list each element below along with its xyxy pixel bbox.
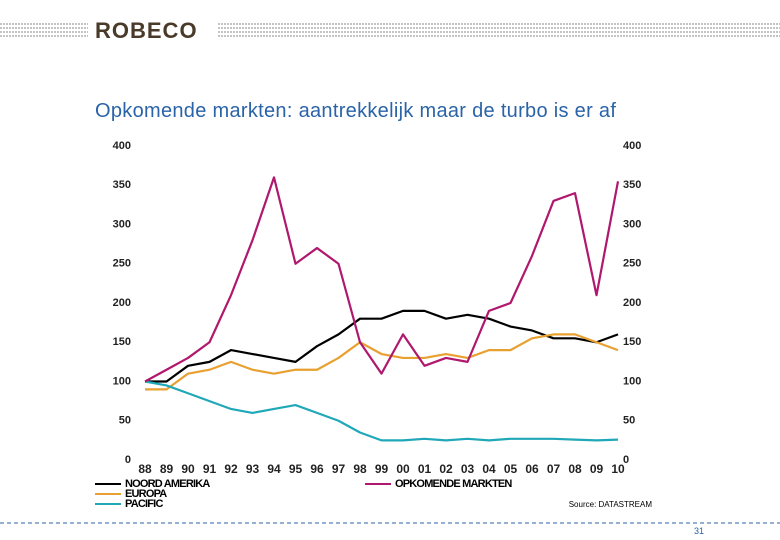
x-tick-label: 88 [138, 462, 152, 476]
logo: ROBECO [95, 18, 198, 43]
y-tick-label: 250 [113, 258, 131, 270]
x-tick-label: 09 [590, 462, 604, 476]
x-tick-label: 04 [482, 462, 496, 476]
y2-tick-label: 350 [623, 179, 641, 191]
y2-tick-label: 400 [623, 140, 641, 152]
legend-label: OPKOMENDE MARKTEN [395, 478, 512, 490]
legend-label: NOORD AMERIKA [125, 478, 210, 490]
y2-tick-label: 0 [623, 454, 629, 466]
y-tick-label: 0 [125, 454, 131, 466]
x-tick-label: 10 [611, 462, 625, 476]
series-line [145, 309, 619, 383]
x-tick-label: 08 [568, 462, 582, 476]
y2-tick-label: 100 [623, 375, 641, 387]
y2-tick-label: 300 [623, 218, 641, 230]
y-tick-label: 150 [113, 336, 131, 348]
y2-tick-label: 50 [623, 415, 635, 427]
header-rule [0, 23, 780, 37]
x-tick-label: 05 [504, 462, 518, 476]
x-tick-label: 99 [375, 462, 389, 476]
y2-tick-label: 150 [623, 336, 641, 348]
y-tick-label: 350 [113, 179, 131, 191]
x-tick-label: 89 [160, 462, 174, 476]
legend-label: EUROPA [125, 488, 167, 500]
x-tick-label: 00 [396, 462, 410, 476]
x-tick-label: 01 [418, 462, 432, 476]
y-tick-label: 300 [113, 218, 131, 230]
page-number: 31 [694, 526, 705, 536]
y-tick-label: 50 [119, 415, 131, 427]
source-note: Source: DATASTREAM [569, 500, 653, 509]
x-tick-label: 07 [547, 462, 561, 476]
x-tick-label: 97 [332, 462, 346, 476]
y2-tick-label: 250 [623, 258, 641, 270]
x-tick-label: 95 [289, 462, 303, 476]
series-line [144, 380, 619, 442]
x-tick-label: 06 [525, 462, 539, 476]
legend-label: PACIFIC [125, 498, 163, 510]
x-tick-label: 03 [461, 462, 475, 476]
x-tick-label: 94 [267, 462, 281, 476]
series-line [144, 176, 620, 383]
x-tick-label: 90 [181, 462, 195, 476]
x-tick-label: 96 [310, 462, 324, 476]
x-tick-label: 02 [439, 462, 453, 476]
slide-title: Opkomende markten: aantrekkelijk maar de… [95, 100, 617, 122]
y2-tick-label: 200 [623, 297, 641, 309]
series-line [145, 333, 619, 391]
x-tick-label: 98 [353, 462, 367, 476]
y-tick-label: 200 [113, 297, 131, 309]
x-tick-label: 93 [246, 462, 260, 476]
x-tick-label: 91 [203, 462, 217, 476]
x-tick-label: 92 [224, 462, 238, 476]
y-tick-label: 400 [113, 140, 131, 152]
y-tick-label: 100 [113, 375, 131, 387]
